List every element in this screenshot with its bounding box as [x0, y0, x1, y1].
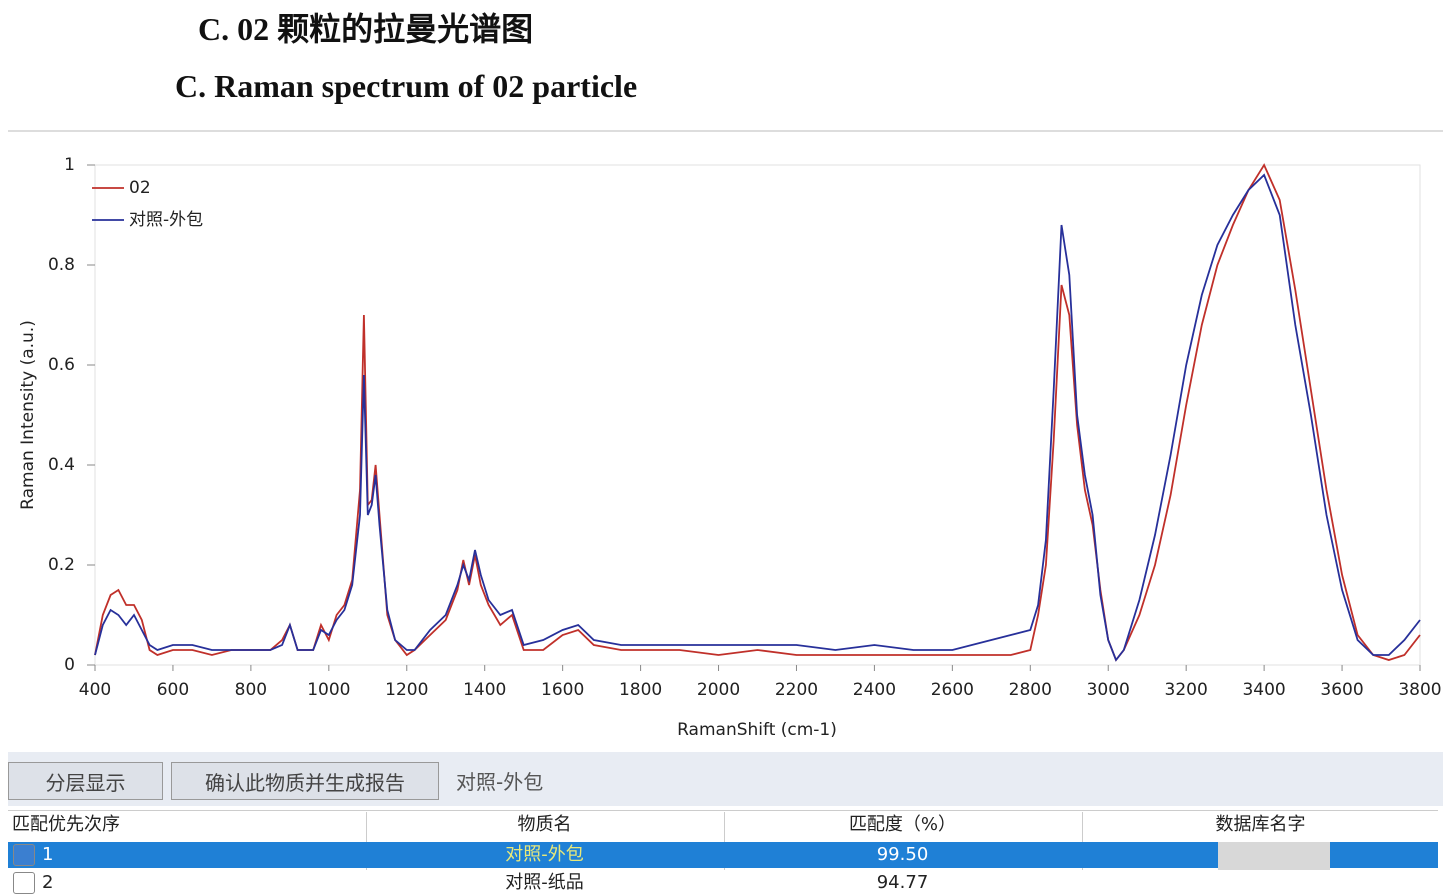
legend-label: 02: [129, 178, 151, 198]
legend-label: 对照-外包: [129, 210, 203, 230]
x-tick-label: 3000: [1087, 680, 1130, 700]
y-tick-label: 1: [64, 155, 75, 175]
table-cell: 2: [42, 872, 54, 893]
table-cell: 对照-外包: [505, 844, 584, 865]
chart: RamanShift (cm-1) Raman Intensity (a.u.)…: [18, 155, 1442, 740]
x-tick-label: 1600: [541, 680, 584, 700]
x-tick-label: 400: [79, 680, 111, 700]
y-tick-label: 0.2: [48, 555, 75, 575]
table-cell: 99.50: [876, 844, 929, 865]
x-tick-label: 2600: [931, 680, 974, 700]
x-tick-label: 800: [235, 680, 267, 700]
x-tick-label: 1800: [619, 680, 662, 700]
y-tick-label: 0.8: [48, 255, 75, 275]
x-tick-label: 1000: [307, 680, 350, 700]
divider: [8, 130, 1443, 132]
x-tick-label: 3600: [1320, 680, 1363, 700]
table-cell: 对照-纸品: [505, 872, 584, 893]
button[interactable]: 分层显示: [8, 762, 163, 800]
checkbox: [13, 844, 35, 866]
x-axis-label: RamanShift (cm-1): [677, 720, 837, 740]
x-tick-label: 3400: [1242, 680, 1285, 700]
plot-frame: [94, 164, 1421, 666]
x-tick-label: 3800: [1398, 680, 1441, 700]
x-tick-label: 2000: [697, 680, 740, 700]
table-header-bg: [8, 810, 1438, 841]
column-header: 匹配度（%）: [848, 814, 957, 835]
y-tick-label: 0.6: [48, 355, 75, 375]
y-axis-label: Raman Intensity (a.u.): [18, 320, 38, 510]
x-tick-label: 1400: [463, 680, 506, 700]
y-tick-label: 0.4: [48, 455, 75, 475]
title-en: C. Raman spectrum of 02 particle: [175, 68, 638, 104]
series-line: [94, 173, 1421, 662]
x-tick-label: 2400: [853, 680, 896, 700]
column-header: 物质名: [517, 814, 572, 835]
table-cell: 94.77: [876, 872, 929, 893]
checkbox: [13, 872, 35, 894]
column-header: 匹配优先次序: [12, 814, 120, 835]
table-row[interactable]: [8, 870, 1438, 896]
y-tick-label: 0: [64, 655, 75, 675]
series-line: [94, 163, 1421, 662]
title-cn: C. 02 颗粒的拉曼光谱图: [198, 11, 534, 47]
table-row[interactable]: [8, 842, 1438, 868]
x-tick-label: 2200: [775, 680, 818, 700]
x-tick-label: 600: [157, 680, 189, 700]
x-tick-label: 1200: [385, 680, 428, 700]
x-tick-label: 3200: [1165, 680, 1208, 700]
column-header: 数据库名字: [1215, 814, 1306, 835]
button[interactable]: 确认此物质并生成报告: [171, 762, 439, 800]
x-tick-label: 2800: [1009, 680, 1052, 700]
selected-label: 对照-外包: [456, 770, 544, 794]
table-cell: 1: [42, 844, 54, 865]
